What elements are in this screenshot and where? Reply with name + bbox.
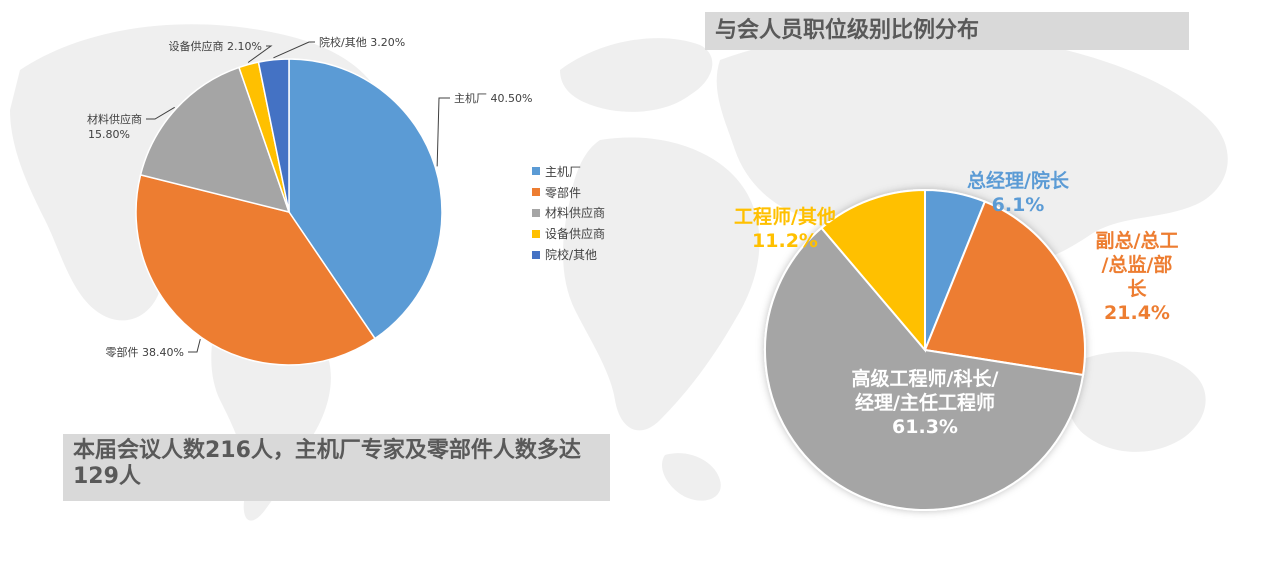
data-label-1: 零部件 38.40% (106, 345, 184, 359)
legend-item-3: 设备供应商 (532, 223, 605, 244)
data-label-2: 材料供应商 15.80% (87, 112, 142, 141)
position-slice-2 (764, 226, 1085, 511)
legend-label-0: 主机厂 (545, 164, 582, 179)
legend-swatch-4 (532, 250, 540, 259)
leader-line-3 (247, 45, 273, 63)
position-slice-3 (820, 188, 926, 353)
leader-line-4 (273, 41, 315, 59)
data-label-0: 主机厂 40.50% (454, 91, 532, 105)
pie-slice-1 (135, 173, 377, 366)
leader-line-0 (436, 97, 450, 167)
legend-swatch-2 (532, 208, 540, 217)
legend-swatch-1 (532, 188, 540, 197)
legend-item-4: 院校/其他 (532, 244, 605, 265)
legend-item-0: 主机厂 (532, 161, 605, 182)
legend-label-3: 设备供应商 (545, 227, 606, 242)
legend-label-1: 零部件 (545, 185, 582, 200)
position-label-3: 工程师/其他 11.2% (734, 205, 836, 252)
legend-swatch-0 (532, 167, 540, 176)
position-label-1: 副总/总工/总监/部长 21.4% (1096, 229, 1179, 324)
supplier-legend: 主机厂零部件材料供应商设备供应商院校/其他 (532, 161, 605, 265)
attendance-caption: 本届会议人数216人，主机厂专家及零部件人数多达129人 (63, 434, 610, 501)
supplier-pie-chart: 主机厂 40.50% 零部件 38.40% 材料供应商 15.80% 设备供应商 2.1… (87, 35, 532, 366)
legend-item-1: 零部件 (532, 182, 605, 203)
position-label-2: 高级工程师/科长/经理/主任工程师 61.3% (852, 367, 999, 438)
position-chart-title: 与会人员职位级别比例分布 (705, 12, 1189, 50)
position-label-0: 总经理/院长 6.1% (967, 169, 1070, 216)
position-slice-1 (923, 200, 1086, 377)
pie-slice-4 (257, 58, 290, 213)
leader-line-2 (146, 106, 175, 120)
position-pie-chart: 总经理/院长 6.1% 副总/总工/总监/部长 21.4% 高级工程师/科长/经理/主任… (734, 169, 1179, 511)
legend-item-2: 材料供应商 (532, 203, 605, 224)
pie-slice-0 (288, 58, 443, 340)
pie-slice-2 (139, 66, 291, 214)
data-label-4: 院校/其他 3.20% (319, 35, 405, 49)
legend-swatch-3 (532, 229, 540, 238)
legend-label-2: 材料供应商 (545, 206, 606, 221)
data-label-3: 设备供应商 2.10% (169, 39, 262, 53)
leader-line-1 (188, 338, 201, 353)
legend-label-4: 院校/其他 (545, 248, 598, 263)
